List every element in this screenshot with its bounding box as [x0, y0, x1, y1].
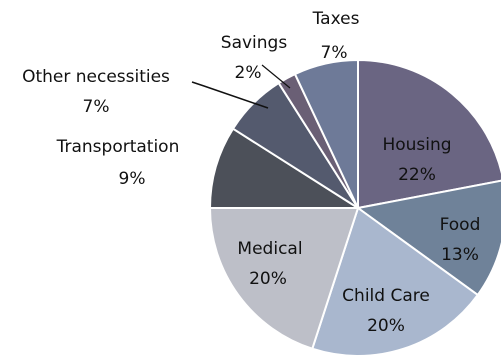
pie-slice-taxes — [293, 59, 359, 209]
label-medical-value: 20% — [249, 269, 287, 289]
label-taxes-value: 7% — [321, 43, 348, 63]
label-housing-name: Housing — [382, 135, 451, 155]
pie-slice-food — [357, 179, 501, 296]
label-savings-value: 2% — [235, 63, 262, 83]
pie-slice-transportation — [209, 127, 359, 209]
label-taxes-name: Taxes — [312, 9, 360, 29]
label-other-necessities-name: Other necessities — [22, 67, 170, 87]
leader-line-savings — [261, 64, 291, 89]
label-child-care-name: Child Care — [342, 286, 430, 306]
pie-slice-medical — [209, 207, 359, 350]
pie-slice-child-care — [311, 207, 479, 357]
label-child-care-value: 20% — [367, 316, 405, 336]
label-food-value: 13% — [441, 245, 479, 265]
pie-slice-housing — [357, 59, 501, 209]
label-transportation-value: 9% — [119, 169, 146, 189]
label-other-necessities-value: 7% — [83, 97, 110, 117]
leader-line-other-necessities — [191, 81, 269, 109]
label-food-name: Food — [440, 215, 481, 235]
slice-labels: Taxes 7% Savings 2% Other necessities 7%… — [22, 9, 480, 336]
label-transportation-name: Transportation — [56, 137, 180, 157]
label-medical-name: Medical — [237, 239, 302, 259]
label-housing-value: 22% — [398, 165, 436, 185]
label-savings-name: Savings — [221, 33, 288, 53]
pie-slices — [209, 59, 501, 357]
